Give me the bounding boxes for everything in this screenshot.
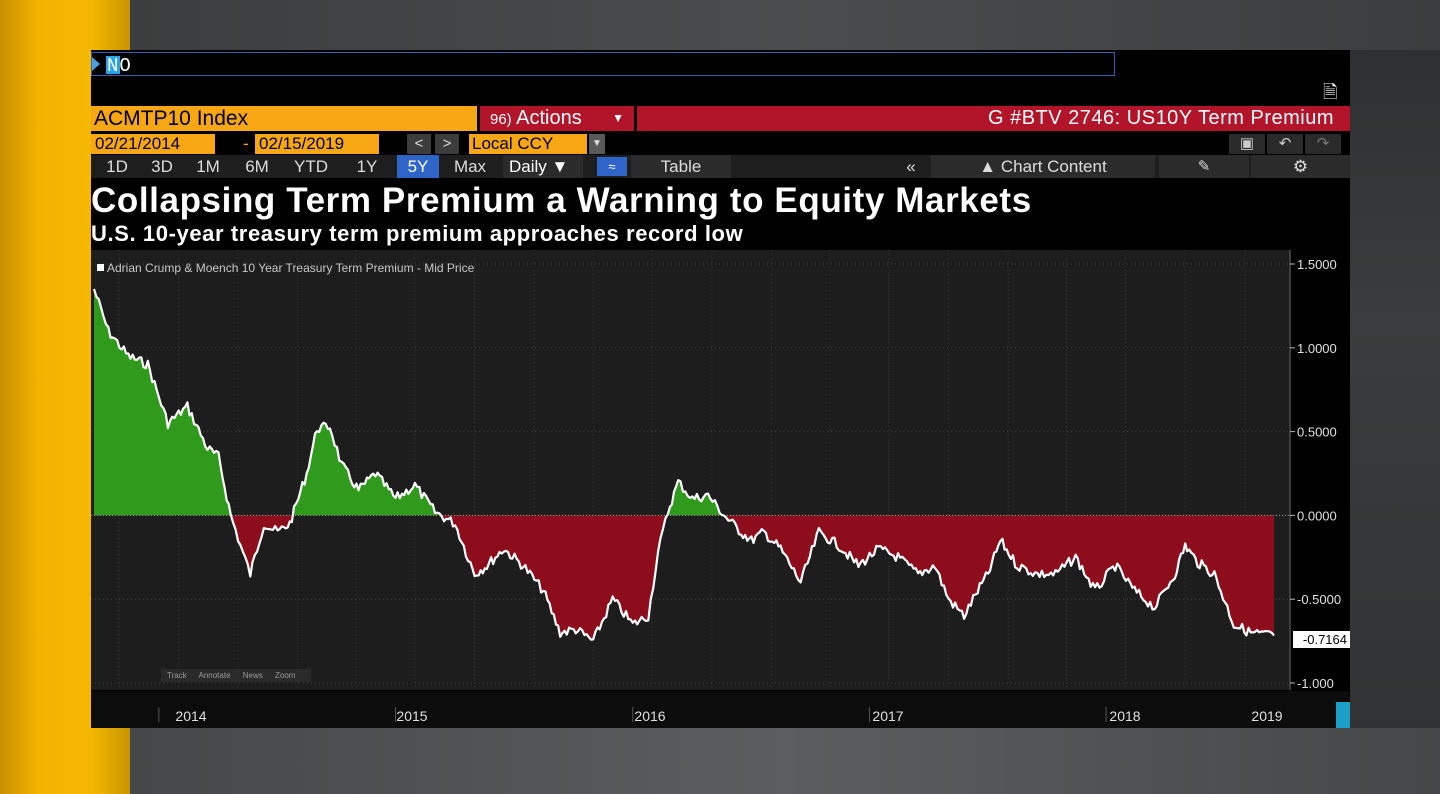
ticker-field[interactable]: ACMTP10 Index	[91, 106, 477, 131]
y-tick-label: 1.5000	[1297, 257, 1337, 272]
command-text: NO	[107, 55, 132, 77]
calendar-icon[interactable]: ▦	[222, 136, 234, 150]
edit-icon[interactable]: ✎	[1159, 155, 1249, 178]
command-line[interactable]: NO	[91, 52, 1115, 77]
presentation-icon[interactable]: ▣	[1229, 134, 1265, 154]
double-chevron-left-icon[interactable]: «	[906, 157, 916, 176]
undo-icon[interactable]: ↶	[1267, 134, 1303, 154]
frequency-select[interactable]: Daily ▼	[503, 155, 583, 178]
x-tick-label: 2019	[1251, 708, 1282, 724]
y-tick-label: 0.0000	[1297, 508, 1337, 523]
x-tick-label: 2017	[872, 708, 903, 724]
range-button-1y[interactable]: 1Y	[356, 157, 378, 176]
x-tick-label: 2018	[1109, 708, 1140, 724]
x-tick-label: 2016	[634, 708, 665, 724]
term-premium-chart[interactable]: 1.5000 1.0000 0.5000 0.0000 -0.5000 -1.000 201…	[91, 50, 1350, 728]
prev-period-button[interactable]: <	[407, 134, 431, 154]
studio-background-bottom	[130, 728, 1440, 794]
scroll-handle[interactable]	[1336, 702, 1350, 728]
frequency-label: Daily	[509, 157, 547, 176]
range-button-ytd[interactable]: YTD	[294, 157, 328, 176]
legend-label: Adrian Crump & Moench 10 Year Treasury T…	[107, 261, 475, 275]
chart-legend: Adrian Crump & Moench 10 Year Treasury T…	[97, 261, 474, 275]
y-tick-label: -1.000	[1297, 676, 1334, 691]
series-line	[92, 288, 1275, 641]
start-date-field[interactable]: 02/21/2014	[91, 134, 215, 154]
chart-content-icon: ▲	[979, 157, 997, 176]
currency-select[interactable]: Local CCY	[469, 134, 587, 154]
calendar-icon[interactable]: ▦	[386, 136, 398, 150]
chart-banner: G #BTV 2746: US10Y Term Premium	[637, 106, 1350, 131]
chart-subtitle: U.S. 10-year treasury term premium appro…	[91, 221, 744, 246]
chart-content-button[interactable]: ▲ Chart Content	[931, 155, 1155, 178]
positive-area	[94, 289, 724, 516]
negative-area	[94, 515, 1274, 640]
legend-swatch	[97, 264, 104, 271]
next-period-button[interactable]: >	[435, 134, 459, 154]
tool-news[interactable]: News	[242, 671, 263, 680]
studio-background-top	[130, 0, 1440, 50]
date-separator: -	[243, 134, 249, 153]
actions-label: Actions	[516, 107, 582, 129]
tool-zoom[interactable]: Zoom	[275, 671, 296, 680]
redo-icon[interactable]: ↷	[1305, 134, 1341, 154]
chevron-down-icon[interactable]: ▼	[589, 134, 605, 154]
last-value-tag: -0.7164	[1293, 631, 1350, 648]
range-button-6m[interactable]: 6M	[245, 157, 269, 176]
terminal-window: NO 🗎 ACMTP10 Index 96) Actions ▼ G #BTV …	[91, 50, 1350, 728]
range-button-1d[interactable]: 1D	[106, 157, 128, 176]
cursor-block	[106, 56, 120, 74]
gear-icon[interactable]: ⚙	[1251, 155, 1350, 178]
y-tick-label: 1.0000	[1297, 341, 1337, 356]
x-tick-label: 2014	[175, 708, 206, 724]
table-button[interactable]: Table	[631, 155, 731, 178]
chart-content-label: Chart Content	[1000, 157, 1107, 176]
plot-area	[91, 250, 1289, 690]
range-button-3d[interactable]: 3D	[151, 157, 173, 176]
range-button-1m[interactable]: 1M	[196, 157, 220, 176]
tool-track[interactable]: Track	[167, 671, 187, 680]
y-tick-label: 0.5000	[1297, 425, 1337, 440]
chart-tools-bar: Track Annotate News Zoom	[161, 669, 312, 682]
range-button-max[interactable]: Max	[453, 157, 487, 176]
x-axis-band	[91, 691, 1349, 728]
range-toolbar: 1D 3D 1M 6M YTD 1Y 5Y Max Daily ▼ ≈ Table « ▲ C…	[91, 155, 1350, 178]
header-row: ACMTP10 Index 96) Actions ▼ G #BTV 2746:…	[91, 106, 1350, 131]
end-date-field[interactable]: 02/15/2019	[255, 134, 379, 154]
actions-menu[interactable]: 96) Actions ▼	[480, 106, 634, 131]
tool-annotate[interactable]: Annotate	[198, 671, 231, 680]
date-row: 02/21/2014 ▦ - 02/15/2019 ▦ < > Local CC…	[91, 134, 1350, 154]
range-button-5y[interactable]: 5Y	[397, 155, 439, 178]
y-tick-label: -0.5000	[1297, 592, 1341, 607]
caret-down-icon: ▼	[612, 111, 624, 125]
caret-down-icon: ▼	[551, 157, 569, 176]
document-icon[interactable]: 🗎	[1323, 82, 1338, 102]
chart-title: Collapsing Term Premium a Warning to Equ…	[91, 181, 1032, 220]
x-tick-label: 2015	[396, 708, 427, 724]
command-arrow-icon	[92, 57, 100, 71]
actions-number: 96)	[490, 111, 512, 128]
line-chart-icon[interactable]: ≈	[597, 157, 627, 176]
